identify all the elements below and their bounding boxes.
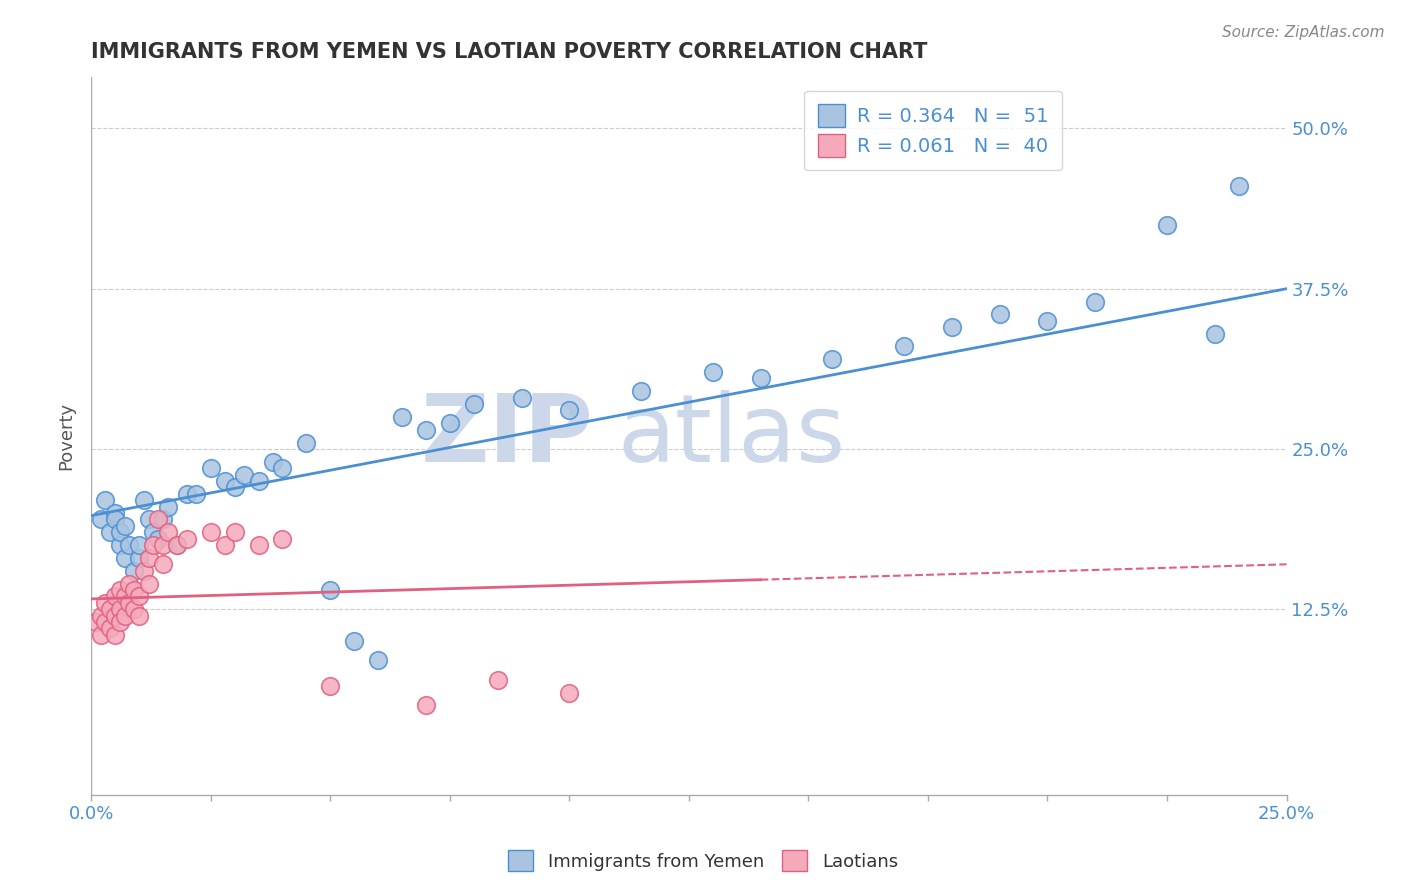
Point [138, 550, 160, 565]
Point [128, 538, 150, 552]
Text: ZIP: ZIP [420, 390, 593, 483]
Point [90, 608, 112, 623]
Point [90, 628, 112, 642]
Point [98, 622, 121, 636]
Point [128, 550, 150, 565]
Point [138, 576, 160, 591]
Point [108, 525, 131, 540]
Point [104, 608, 127, 623]
Point [486, 673, 509, 687]
Point [415, 698, 437, 713]
Point [94, 493, 117, 508]
Point [630, 384, 652, 399]
Point [152, 538, 174, 552]
Text: Source: ZipAtlas.com: Source: ZipAtlas.com [1222, 25, 1385, 40]
Point [142, 525, 165, 540]
Point [893, 339, 915, 353]
Text: IMMIGRANTS FROM YEMEN VS LAOTIAN POVERTY CORRELATION CHART: IMMIGRANTS FROM YEMEN VS LAOTIAN POVERTY… [91, 42, 928, 62]
Point [415, 423, 437, 437]
Point [821, 352, 844, 367]
Point [104, 628, 127, 642]
Point [247, 538, 270, 552]
Point [510, 391, 533, 405]
Point [702, 365, 724, 379]
Point [142, 538, 165, 552]
Point [558, 685, 581, 699]
Point [176, 487, 198, 501]
Point [108, 582, 131, 597]
Point [1156, 218, 1178, 232]
Point [186, 487, 208, 501]
Point [214, 474, 236, 488]
Point [271, 532, 294, 546]
Point [1084, 294, 1107, 309]
Point [98, 525, 121, 540]
Point [108, 602, 131, 616]
Point [439, 417, 461, 431]
Point [122, 582, 145, 597]
Point [90, 512, 112, 526]
Point [118, 538, 141, 552]
Point [118, 596, 141, 610]
Point [122, 564, 145, 578]
Point [319, 582, 342, 597]
Point [152, 558, 174, 572]
Point [94, 615, 117, 629]
Point [233, 467, 256, 482]
Point [247, 474, 270, 488]
Point [114, 550, 136, 565]
Point [343, 634, 366, 648]
Point [367, 653, 389, 667]
Point [988, 307, 1011, 321]
Point [271, 461, 294, 475]
Point [132, 493, 155, 508]
Point [132, 564, 155, 578]
Point [262, 455, 284, 469]
Legend: R = 0.364   N =  51, R = 0.061   N =  40: R = 0.364 N = 51, R = 0.061 N = 40 [804, 90, 1062, 170]
Point [104, 506, 127, 520]
Point [200, 525, 222, 540]
Point [1227, 179, 1250, 194]
Point [200, 461, 222, 475]
Point [104, 590, 127, 604]
Point [114, 590, 136, 604]
Point [295, 435, 318, 450]
Point [84, 615, 107, 629]
Y-axis label: Poverty: Poverty [58, 402, 75, 470]
Point [128, 590, 150, 604]
Point [224, 480, 246, 494]
Point [122, 602, 145, 616]
Point [104, 512, 127, 526]
Point [463, 397, 485, 411]
Point [146, 512, 169, 526]
Point [214, 538, 236, 552]
Point [152, 512, 174, 526]
Point [391, 409, 413, 424]
Point [166, 538, 188, 552]
Point [156, 500, 179, 514]
Point [146, 532, 169, 546]
Point [224, 525, 246, 540]
Point [1036, 314, 1059, 328]
Point [138, 512, 160, 526]
Point [128, 608, 150, 623]
Point [558, 403, 581, 417]
Point [108, 538, 131, 552]
Point [114, 608, 136, 623]
Legend: Immigrants from Yemen, Laotians: Immigrants from Yemen, Laotians [501, 843, 905, 879]
Point [118, 576, 141, 591]
Point [114, 519, 136, 533]
Point [94, 596, 117, 610]
Point [166, 538, 188, 552]
Point [1204, 326, 1226, 341]
Point [156, 525, 179, 540]
Point [941, 320, 963, 334]
Point [108, 615, 131, 629]
Text: atlas: atlas [617, 390, 845, 483]
Point [749, 371, 772, 385]
Point [98, 602, 121, 616]
Point [319, 679, 342, 693]
Point [176, 532, 198, 546]
